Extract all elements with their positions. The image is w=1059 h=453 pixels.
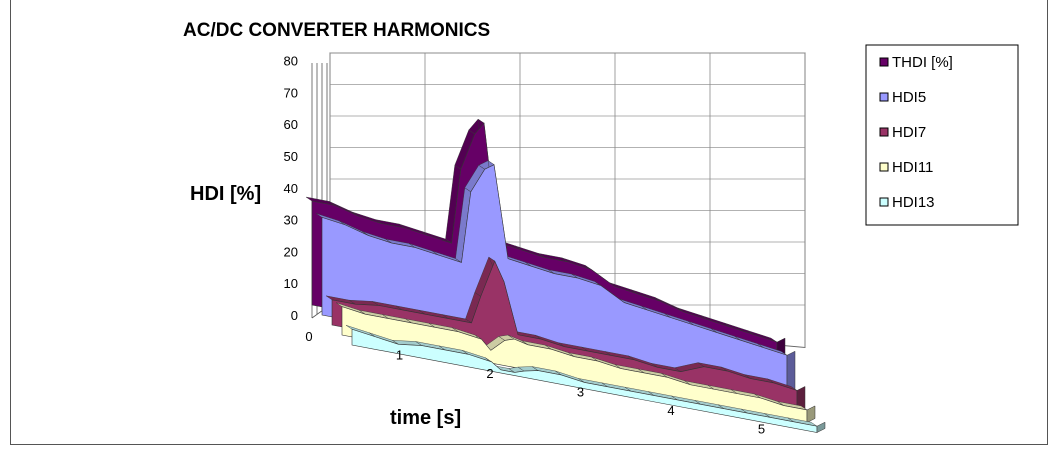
y-tick-label: 20 <box>284 244 298 259</box>
area-face <box>321 164 788 403</box>
legend: THDI [%] HDI5 HDI7 HDI11 HDI13 <box>865 44 1019 226</box>
y-axis-title: HDI [%] <box>190 183 261 205</box>
area-face <box>341 306 808 423</box>
legend-label: HDI11 <box>892 159 933 176</box>
legend-swatch <box>879 92 889 102</box>
y-tick-label: 30 <box>284 213 298 228</box>
chart-frame <box>10 0 1048 445</box>
legend-swatch <box>879 57 889 67</box>
legend-swatch <box>879 197 889 207</box>
legend-label: HDI13 <box>892 194 935 211</box>
x-tick-label: 3 <box>577 385 584 400</box>
x-tick-label: 2 <box>486 366 493 381</box>
area-end-cap <box>806 405 816 423</box>
legend-swatch <box>879 162 889 172</box>
legend-box <box>865 44 1019 226</box>
x-tick-label: 0 <box>305 329 312 344</box>
legend-label: HDI5 <box>892 89 926 106</box>
area-end-cap <box>816 421 826 433</box>
x-tick-label: 1 <box>396 348 403 363</box>
x-tick-label: 4 <box>667 403 674 418</box>
chart-title: AC/DC CONVERTER HARMONICS <box>183 20 490 41</box>
y-tick-labels: 0 10 20 30 40 50 60 70 80 <box>284 54 298 323</box>
x-tick-label: 5 <box>758 422 765 437</box>
legend-swatch <box>879 127 889 137</box>
y-tick-label: 10 <box>284 276 298 291</box>
legend-label: THDI [%] <box>892 54 953 71</box>
y-tick-label: 70 <box>284 85 298 100</box>
series-hdi7 <box>325 256 806 413</box>
y-tick-label: 0 <box>291 308 298 323</box>
y-tick-label: 50 <box>284 149 298 164</box>
y-tick-label: 80 <box>284 54 298 69</box>
x-axis-title: time [s] <box>390 407 461 429</box>
legend-label: HDI7 <box>892 124 926 141</box>
series-layer <box>305 118 826 433</box>
x-tick-labels: 0 1 2 3 4 5 <box>305 329 765 437</box>
y-tick-label: 40 <box>284 181 298 196</box>
area-face <box>351 328 818 433</box>
series-hdi11 <box>335 302 816 423</box>
series-hdi13 <box>345 325 826 433</box>
y-tick-label: 60 <box>284 117 298 132</box>
area-face <box>331 260 798 413</box>
